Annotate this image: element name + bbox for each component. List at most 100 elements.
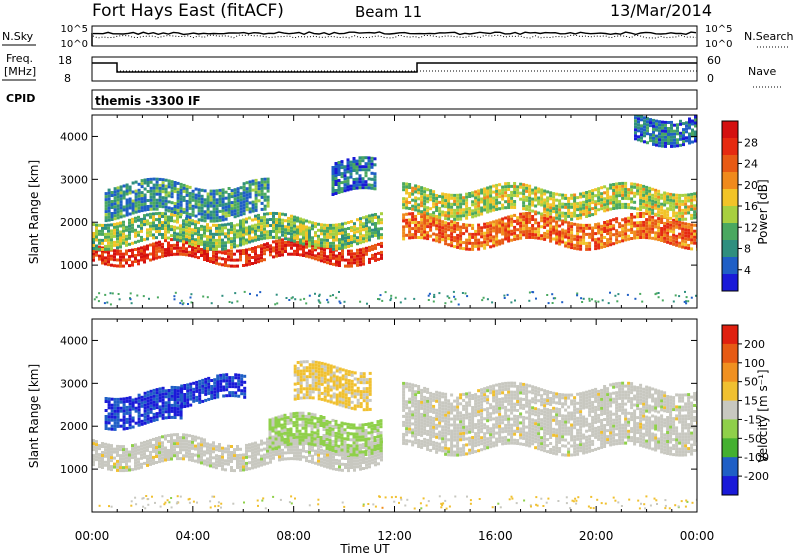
echo-cell (122, 214, 126, 218)
echo-cell (275, 242, 278, 246)
echo-cell (411, 207, 415, 211)
echo-cell (513, 225, 517, 229)
echo-cell (179, 407, 183, 411)
echo-cell (585, 241, 589, 245)
echo-cell (215, 252, 218, 256)
echo-cell (104, 226, 107, 230)
echo-cell (149, 459, 152, 463)
echo-cell (408, 201, 412, 204)
echo-cell (564, 220, 568, 224)
echo-cell (149, 450, 152, 454)
echo-cell (233, 258, 236, 262)
echo-cell (122, 232, 125, 236)
echo-cell (260, 222, 263, 226)
echo-cell (128, 188, 132, 192)
echo-cell (450, 214, 454, 218)
echo-cell (152, 251, 155, 255)
echo-cell (128, 417, 132, 421)
echo-cell (594, 194, 598, 198)
echo-cell (299, 448, 302, 452)
echo-cell (245, 446, 248, 450)
echo-cell (293, 230, 296, 234)
echo-cell (202, 295, 205, 298)
echo-cell (486, 234, 490, 238)
echo-cell (555, 213, 559, 217)
echo-cell (263, 459, 266, 463)
echo-cell (305, 237, 308, 241)
echo-cell (230, 252, 233, 256)
echo-cell (185, 238, 188, 242)
echo-cell (221, 251, 224, 255)
echo-cell (365, 221, 368, 225)
echo-cell (332, 443, 335, 447)
echo-cell (522, 195, 526, 199)
echo-cell (645, 224, 649, 228)
echo-cell (681, 208, 685, 212)
echo-cell (621, 236, 625, 240)
echo-cell (379, 294, 382, 297)
echo-cell (216, 380, 220, 384)
echo-cell (137, 253, 140, 257)
echo-cell (293, 454, 296, 458)
echo-cell (155, 230, 158, 234)
echo-cell (110, 229, 113, 233)
echo-cell (182, 433, 185, 437)
echo-cell (573, 196, 577, 200)
echo-cell (684, 234, 688, 238)
echo-cell (113, 258, 116, 262)
echo-cell (110, 241, 113, 245)
echo-cell (429, 189, 433, 193)
echo-cell (92, 442, 95, 446)
echo-cell (149, 389, 153, 393)
echo-cell (465, 195, 469, 199)
colorbar-segment (722, 274, 738, 292)
echo-cell (534, 204, 538, 208)
echo-cell (690, 213, 694, 217)
echo-cell (149, 177, 153, 181)
echo-cell (134, 192, 138, 196)
echo-cell (140, 200, 144, 204)
echo-cell (107, 212, 111, 216)
echo-cell (358, 159, 362, 163)
echo-cell (576, 235, 580, 239)
echo-cell (640, 136, 643, 140)
echo-cell (326, 235, 329, 239)
echo-cell (652, 139, 655, 143)
echo-cell (212, 462, 215, 466)
echo-cell (158, 436, 161, 440)
echo-cell (146, 213, 149, 217)
echo-cell (471, 232, 475, 236)
echo-cell (292, 439, 296, 443)
echo-cell (642, 226, 646, 230)
echo-cell (341, 252, 344, 256)
echo-cell (188, 197, 192, 201)
echo-cell (377, 438, 380, 442)
echo-cell (233, 215, 237, 219)
echo-cell (122, 457, 125, 461)
echo-cell (155, 412, 159, 416)
echo-cell (260, 460, 263, 464)
echo-cell (263, 192, 267, 196)
echo-cell (503, 297, 506, 299)
echo-cell (669, 238, 673, 242)
echo-cell (140, 249, 143, 253)
echo-cell (606, 202, 610, 206)
echo-cell (365, 227, 368, 231)
echo-cell (251, 230, 254, 234)
echo-cell (188, 253, 191, 257)
echo-cell (477, 247, 481, 251)
echo-cell (281, 212, 284, 216)
echo-cell (116, 195, 120, 199)
echo-cell (450, 205, 454, 209)
echo-cell (573, 214, 577, 218)
echo-cell (263, 236, 266, 240)
echo-cell (200, 194, 204, 198)
echo-cell (522, 192, 526, 196)
echo-cell (329, 466, 332, 470)
echo-cell (274, 446, 278, 450)
echo-cell (567, 196, 571, 200)
echo-cell (233, 236, 236, 240)
echo-cell (152, 204, 156, 208)
echo-cell (200, 218, 204, 222)
cpid-program: themis -3300 IF (95, 94, 201, 108)
